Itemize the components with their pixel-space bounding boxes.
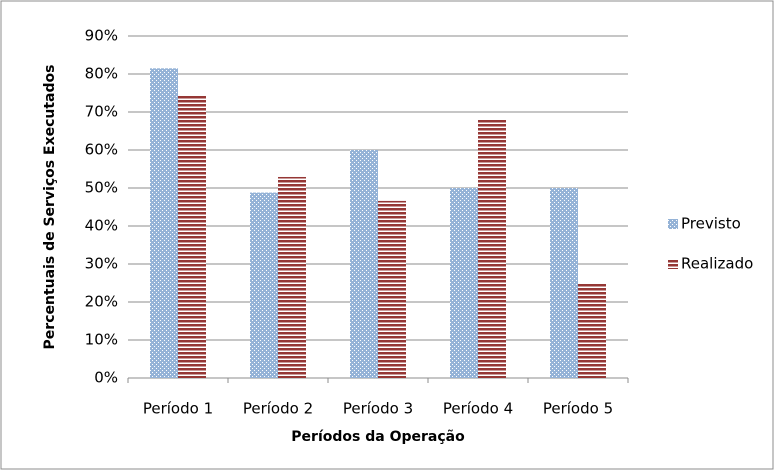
x-tick-label: Período 1	[143, 400, 213, 418]
x-tick-label: Período 5	[543, 400, 613, 418]
y-tick-label: 50%	[85, 179, 118, 197]
y-tick-label: 80%	[85, 65, 118, 83]
y-tick-label: 70%	[85, 103, 118, 121]
bar	[150, 68, 178, 379]
x-tick-label: Período 3	[343, 400, 413, 418]
y-tick-label: 60%	[85, 141, 118, 159]
y-tick-label: 20%	[85, 293, 118, 311]
legend-label: Previsto	[681, 215, 741, 233]
y-axis-title: Percentuais de Serviços Executados	[42, 65, 58, 350]
bar	[378, 200, 406, 378]
bar	[550, 188, 578, 378]
bar	[250, 192, 278, 378]
y-tick-label: 0%	[94, 369, 118, 387]
bar	[350, 150, 378, 378]
x-tick-label: Período 4	[443, 400, 513, 418]
y-tick-label: 90%	[85, 27, 118, 45]
bar	[450, 188, 478, 378]
x-tick-label: Período 2	[243, 400, 313, 418]
bar	[478, 118, 506, 378]
bar	[178, 95, 206, 378]
y-tick-label: 40%	[85, 217, 118, 235]
y-tick-label: 10%	[85, 331, 118, 349]
legend-swatch	[668, 219, 678, 229]
legend-label: Realizado	[681, 255, 753, 273]
legend-swatch	[668, 259, 678, 269]
x-axis-title: Períodos da Operação	[291, 429, 465, 445]
bar	[578, 283, 606, 378]
bar	[278, 176, 306, 378]
y-tick-label: 30%	[85, 255, 118, 273]
